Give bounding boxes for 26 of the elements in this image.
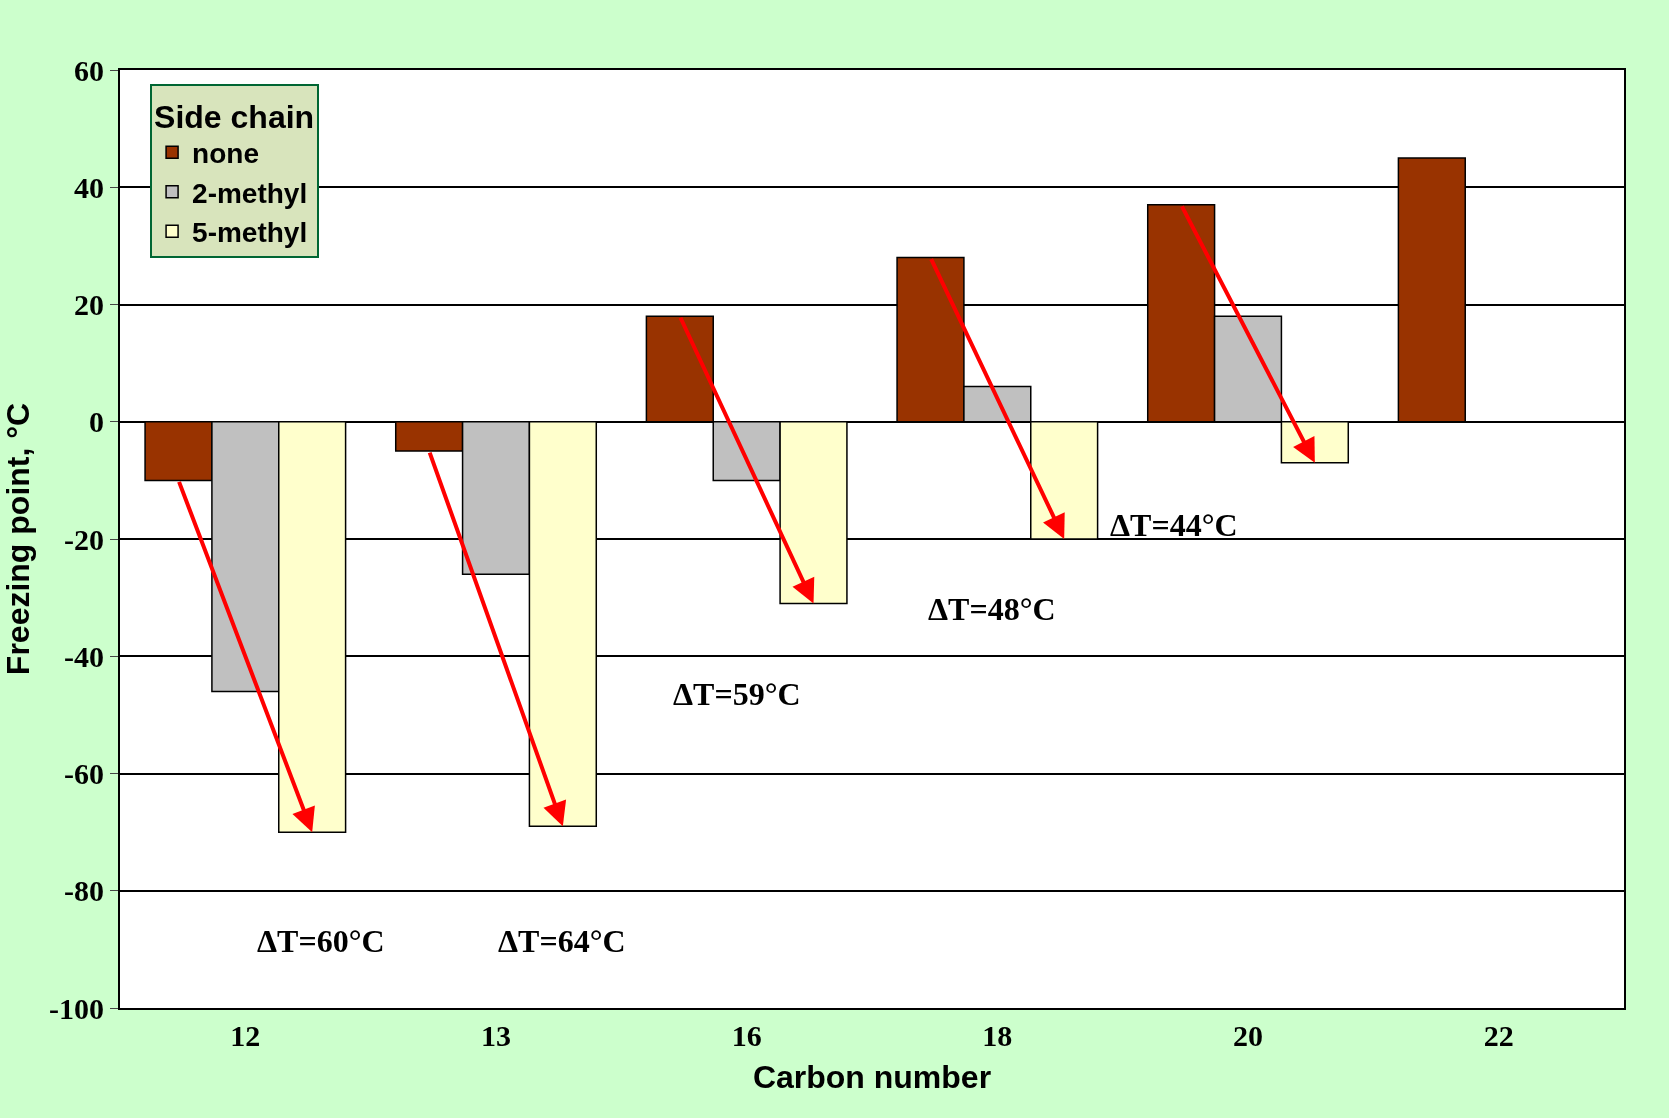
x-tick-label: 12 xyxy=(230,1019,261,1052)
y-tick-label: -40 xyxy=(64,639,104,673)
y-tick-label: -60 xyxy=(64,757,104,790)
x-tick-label: 20 xyxy=(1233,1019,1263,1052)
annotation: ΔT=59°C xyxy=(673,676,801,712)
y-tick-label: -100 xyxy=(49,991,104,1025)
annotation: ΔT=48°C xyxy=(928,591,1056,627)
y-tick-label: 20 xyxy=(74,288,104,321)
x-tick-label: 13 xyxy=(481,1019,511,1052)
y-tick-label: 60 xyxy=(74,53,104,87)
x-axis-title: Carbon number xyxy=(752,1059,992,1096)
legend-label: 2-methyl xyxy=(192,177,308,209)
x-tick-label: 18 xyxy=(982,1019,1013,1052)
y-tick-label: 40 xyxy=(74,170,104,204)
legend-label: 5-methyl xyxy=(192,217,308,249)
annotation: ΔT=60°C xyxy=(257,923,385,959)
annotation: ΔT=44°C xyxy=(1110,507,1238,543)
x-tick-label: 22 xyxy=(1483,1019,1514,1052)
legend-title: Side chain xyxy=(154,98,315,135)
y-tick-label: -80 xyxy=(64,874,104,908)
x-tick-label: 16 xyxy=(731,1019,762,1052)
y-axis-title: Freezing point, °C xyxy=(0,402,36,676)
annotation: ΔT=64°C xyxy=(498,923,626,959)
legend-label: none xyxy=(192,138,259,170)
y-tick-label: -20 xyxy=(64,522,104,556)
y-tick-label: 0 xyxy=(89,405,104,439)
